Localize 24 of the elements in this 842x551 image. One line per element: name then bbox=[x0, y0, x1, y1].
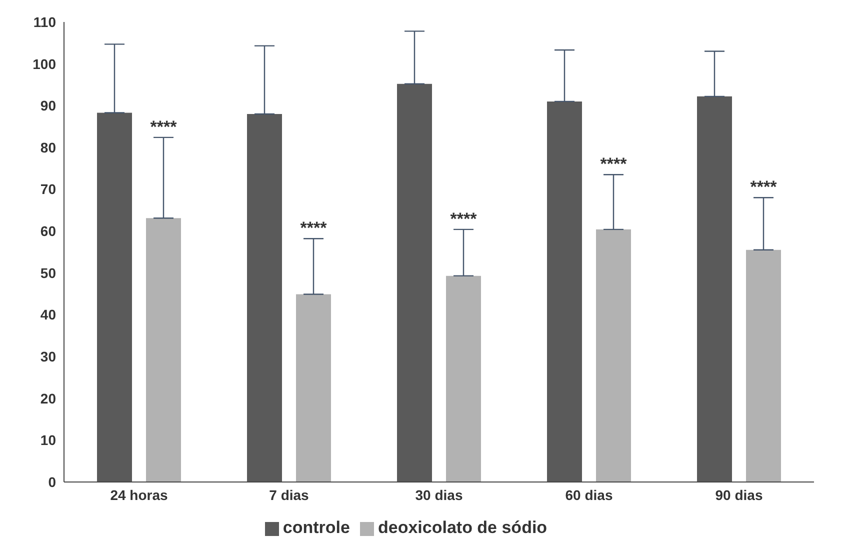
legend-label: deoxicolato de sódio bbox=[378, 518, 548, 537]
y-tick-label: 20 bbox=[40, 390, 56, 406]
y-tick-label: 110 bbox=[33, 14, 56, 30]
annotation: **** bbox=[450, 209, 478, 228]
y-tick-label: 80 bbox=[40, 139, 56, 156]
x-tick-label: 30 dias bbox=[415, 486, 463, 503]
y-tick-label: 0 bbox=[48, 474, 56, 490]
y-tick-label: 90 bbox=[40, 98, 56, 114]
y-tick-label: 30 bbox=[40, 348, 56, 365]
x-tick-label: 7 dias bbox=[269, 486, 310, 503]
y-tick-label: 70 bbox=[40, 181, 56, 198]
y-tick-label: 100 bbox=[32, 56, 56, 72]
y-tick-label: 40 bbox=[40, 306, 56, 323]
x-tick-label: 24 horas bbox=[110, 486, 168, 503]
x-tick-label: 60 dias bbox=[565, 486, 613, 503]
x-tick-label: 90 dias bbox=[715, 486, 763, 503]
annotation: **** bbox=[150, 117, 178, 136]
annotation: **** bbox=[600, 154, 628, 174]
y-tick-label: 60 bbox=[40, 223, 56, 240]
y-tick-label: 10 bbox=[40, 432, 56, 448]
y-tick-label: 50 bbox=[40, 264, 56, 281]
annotation: **** bbox=[750, 178, 778, 197]
legend-label: controle bbox=[282, 518, 350, 537]
annotation: **** bbox=[300, 218, 328, 238]
